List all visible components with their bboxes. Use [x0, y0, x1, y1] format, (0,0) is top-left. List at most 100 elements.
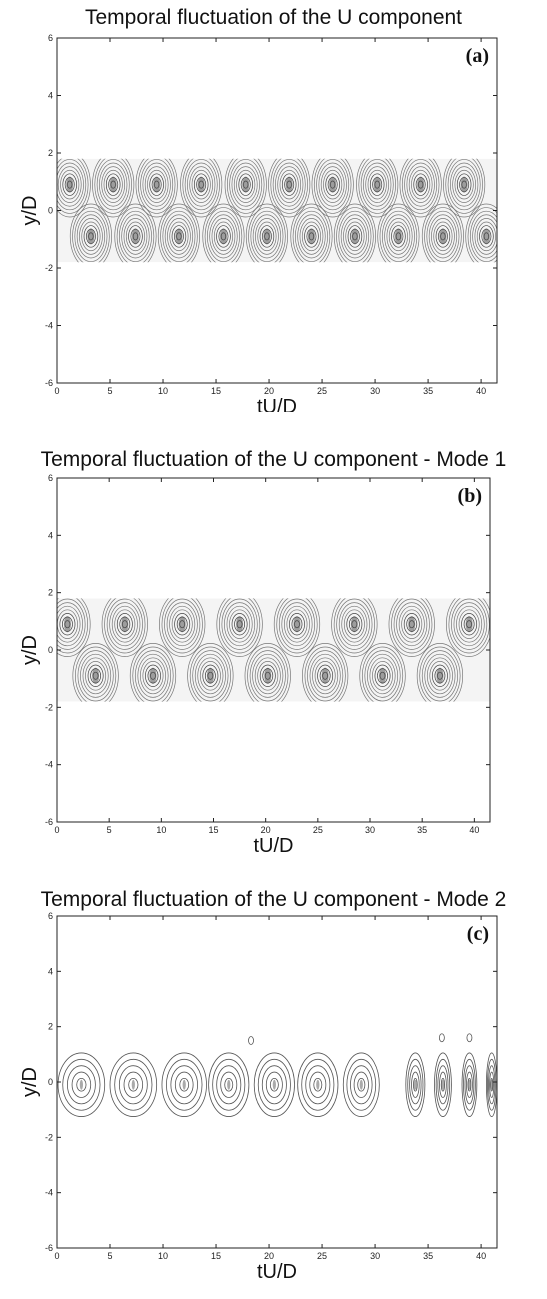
contour-line: [434, 1052, 452, 1117]
contour-line: [277, 166, 302, 203]
contour-line: [466, 1071, 473, 1098]
contour-line: [434, 668, 446, 684]
contour-line: [192, 650, 229, 702]
contour-line: [456, 605, 483, 643]
vortex-core: [264, 667, 272, 684]
contour-line: [316, 159, 350, 211]
contour-line: [150, 671, 156, 680]
mask-top: [57, 38, 497, 159]
y-tick-label: 0: [48, 645, 53, 655]
contour-line: [294, 620, 300, 629]
contour-line: [212, 1058, 246, 1111]
contour-line: [377, 668, 388, 684]
y-tick-label: 6: [48, 473, 53, 483]
contour-line: [167, 218, 191, 255]
contour-line: [233, 166, 258, 203]
contour-line: [231, 162, 260, 207]
contour-line: [176, 616, 188, 632]
contour-line: [64, 177, 75, 193]
x-axis-label: tU/D: [257, 396, 297, 412]
x-tick-label: 5: [108, 1251, 113, 1261]
panel-label: (c): [467, 923, 489, 945]
contour-line: [474, 218, 497, 255]
vortex-core: [436, 667, 444, 684]
contour-line: [166, 602, 198, 647]
contour-line: [257, 1058, 291, 1111]
contour-line: [145, 664, 161, 687]
contour-line: [295, 210, 328, 262]
contour-line: [151, 177, 162, 193]
contour-line: [174, 1071, 194, 1098]
contour-line: [57, 162, 84, 207]
contour-line: [347, 225, 363, 248]
vortex-core: [242, 176, 250, 193]
contour-line: [261, 228, 272, 244]
contour-line: [406, 162, 435, 207]
contour-line: [202, 664, 219, 687]
contour-line: [184, 159, 218, 211]
contour-line: [164, 598, 201, 650]
contour-line: [193, 173, 209, 196]
contour-line: [437, 228, 448, 244]
contour-line: [308, 232, 315, 241]
contour-line: [393, 598, 430, 650]
contour-line: [452, 166, 476, 203]
contour-line: [286, 180, 292, 189]
contour-line: [140, 159, 174, 211]
contour-line: [218, 228, 229, 244]
contour-line: [216, 1065, 242, 1105]
contour-line: [90, 668, 102, 684]
contour-line: [279, 169, 299, 200]
contour-line: [367, 653, 399, 698]
contour-line: [413, 173, 428, 196]
y-tick-label: 4: [48, 530, 53, 540]
contour-line: [437, 671, 443, 680]
contour-line: [305, 1065, 331, 1105]
contour-line: [372, 661, 394, 691]
contour-line: [449, 162, 479, 207]
contour-line: [323, 169, 343, 200]
contour-line: [118, 1065, 148, 1105]
contour-line: [297, 214, 326, 259]
cell-core: [79, 1079, 83, 1090]
contour-line: [83, 225, 99, 248]
contour-line: [472, 214, 497, 259]
contour-line: [431, 218, 455, 255]
contour-line: [255, 218, 279, 255]
contour-line: [171, 225, 187, 248]
x-tick-label: 10: [156, 825, 166, 835]
contour-line: [166, 1058, 203, 1111]
contour-line: [194, 653, 226, 698]
x-tick-label: 0: [54, 1251, 59, 1261]
contour-line: [114, 609, 136, 639]
contour-line: [283, 605, 310, 643]
contour-line: [289, 613, 305, 636]
contour-line: [121, 620, 128, 629]
contour-line: [109, 1052, 158, 1117]
vortex-core: [178, 616, 186, 633]
x-tick-label: 40: [476, 1251, 486, 1261]
contour-line: [110, 180, 116, 189]
contour-line: [208, 1052, 250, 1117]
contour-line: [297, 1052, 339, 1117]
contour-line: [142, 162, 171, 207]
x-tick-label: 40: [476, 386, 486, 396]
contour-line: [191, 169, 211, 200]
contour-line: [79, 218, 103, 255]
contour-line: [128, 1078, 139, 1092]
contour-line: [286, 609, 308, 639]
x-tick-label: 25: [317, 1251, 327, 1261]
contour-line: [137, 653, 169, 698]
contour-line: [440, 232, 446, 241]
cell-core: [182, 1079, 186, 1090]
y-tick-label: 4: [48, 91, 53, 101]
vortex-core: [149, 667, 157, 684]
y-tick-label: -6: [45, 817, 53, 827]
contour-line: [327, 177, 338, 193]
y-tick-label: -2: [45, 1132, 53, 1142]
contour-line: [154, 180, 160, 189]
x-axis-label: tU/D: [257, 1261, 297, 1283]
x-tick-label: 15: [211, 1251, 221, 1261]
vortex-core: [350, 616, 358, 633]
contour-line: [469, 210, 497, 262]
